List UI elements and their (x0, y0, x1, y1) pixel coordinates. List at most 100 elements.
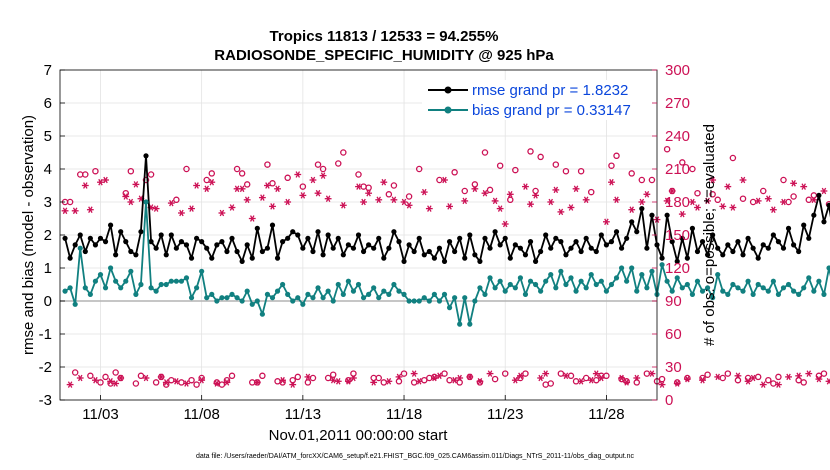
obs-evaluated-point (253, 379, 261, 386)
obs-evaluated-point (456, 374, 464, 382)
obs-evaluated-point (395, 373, 403, 381)
bias-point (583, 285, 589, 291)
obs-possible-point (243, 181, 251, 188)
bias-point (386, 291, 392, 297)
bias-point (280, 281, 286, 288)
obs-possible-point (628, 170, 635, 177)
obs-possible-point (537, 153, 544, 161)
obs-evaluated-point (410, 370, 418, 377)
bias-point (553, 285, 559, 291)
obs-evaluated-point (643, 191, 651, 198)
rmse-point (502, 235, 508, 241)
obs-evaluated-point (537, 374, 545, 382)
obs-evaluated-point (400, 198, 408, 206)
bias-point (244, 288, 250, 294)
obs-possible-point (269, 180, 276, 187)
obs-evaluated-point (704, 197, 711, 205)
obs-possible-point (319, 165, 327, 173)
bias-point (674, 275, 680, 281)
obs-possible-point (638, 176, 646, 184)
bias-point (107, 265, 114, 271)
obs-evaluated-point (597, 374, 605, 382)
rmse-point (553, 235, 559, 241)
obs-evaluated-point (117, 374, 125, 382)
obs-evaluated-point (238, 185, 246, 193)
obs-evaluated-point (547, 198, 555, 206)
obs-evaluated-point (324, 195, 332, 202)
rmse-point (72, 242, 78, 248)
bias-point (234, 295, 240, 301)
rmse-point (462, 255, 468, 261)
right-tick-label: 60 (665, 326, 682, 343)
obs-evaluated-point (618, 374, 625, 382)
rmse-point (538, 248, 544, 255)
bias-point (229, 291, 235, 297)
bias-point (644, 285, 650, 291)
bias-point (72, 301, 78, 307)
axis-ticks (60, 69, 657, 401)
rmse-point (163, 252, 169, 258)
obs-evaluated-point (552, 186, 560, 194)
bias-point (613, 275, 620, 281)
obs-evaluated-point (673, 380, 681, 387)
obs-possible-point (304, 379, 312, 386)
rmse-point (305, 235, 311, 241)
rmse-point (133, 252, 139, 258)
rmse-point (487, 245, 493, 251)
obs-evaluated-point (112, 380, 120, 387)
rmse-point (644, 245, 650, 251)
obs-possible-point (734, 376, 742, 384)
bias-point (811, 288, 817, 294)
obs-evaluated-point (329, 376, 337, 384)
obs-evaluated-point (289, 381, 297, 388)
bias-point (457, 321, 463, 327)
obs-possible-point (704, 371, 711, 378)
bias-point (406, 298, 412, 304)
bias-point (87, 291, 93, 297)
right-tick-label: 90 (665, 293, 682, 310)
obs-evaluated-point (785, 373, 792, 381)
bias-point (679, 285, 685, 291)
obs-evaluated-point (430, 374, 438, 382)
obs-evaluated-point (562, 372, 570, 380)
rmse-point (371, 245, 377, 251)
bias-point (694, 278, 701, 284)
rmse-point (204, 245, 210, 251)
obs-evaluated-point (810, 196, 818, 204)
obs-possible-point (410, 379, 418, 386)
obs-possible-point (259, 372, 266, 380)
bias-point (143, 199, 149, 205)
x-tick-label: 11/08 (183, 406, 219, 423)
rmse-point (416, 235, 422, 241)
rmse-point (558, 239, 564, 245)
rmse-point (244, 242, 250, 248)
obs-possible-point (491, 375, 499, 383)
obs-evaluated-point (319, 172, 327, 179)
obs-possible-point (203, 176, 210, 184)
rmse-point (92, 242, 99, 248)
x-tick-label: 11/23 (487, 406, 523, 423)
obs-possible-point (431, 373, 438, 381)
rmse-point (826, 202, 830, 208)
obs-possible-point (395, 378, 403, 385)
obs-evaluated-point (274, 185, 281, 193)
bias-point (740, 288, 746, 294)
obs-possible-point (193, 381, 200, 388)
rmse-point (280, 239, 286, 245)
obs-possible-point (142, 176, 150, 184)
bias-point (310, 295, 316, 301)
obs-possible-point (587, 188, 595, 196)
bias-point (765, 288, 771, 294)
bias-point (158, 281, 164, 288)
obs-evaluated-point (294, 171, 302, 178)
right-tick-label: 0 (665, 392, 673, 409)
obs-evaluated-point (805, 370, 813, 377)
obs-evaluated-point (375, 196, 383, 204)
obs-possible-point (421, 376, 428, 384)
obs-evaluated-point (405, 202, 413, 209)
bias-point (285, 291, 291, 297)
bias-point (543, 278, 549, 284)
bias-point (168, 278, 174, 284)
bias-point (704, 285, 711, 291)
obs-evaluated-point (613, 196, 620, 204)
